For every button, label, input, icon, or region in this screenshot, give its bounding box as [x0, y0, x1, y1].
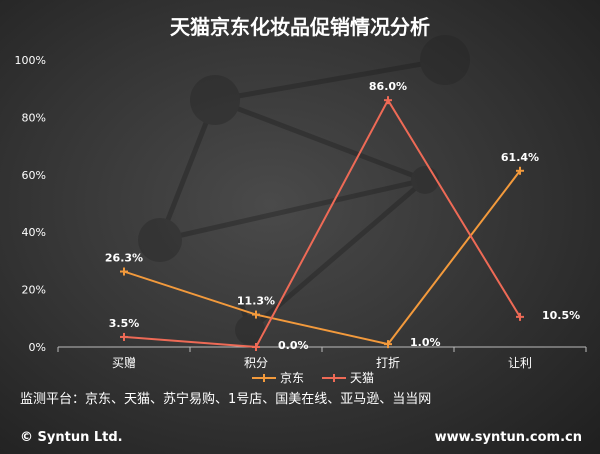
data-point-marker [384, 340, 392, 349]
y-tick-label: 80% [22, 111, 46, 124]
data-point-marker [384, 96, 392, 105]
footer-website: www.syntun.com.cn [435, 430, 582, 445]
series-layer: 26.3% 11.3% 1.0% 61.4% 3.5% 0.0% 86.0% 10.5% [105, 80, 580, 352]
x-category-label: 打折 [376, 355, 400, 370]
data-point-marker [252, 310, 260, 319]
series-line-2 [123, 98, 521, 349]
x-category-label: 让利 [508, 356, 532, 370]
y-axis: 0% 20% 40% 60% 80% 100% [15, 54, 46, 354]
data-label: 11.3% [237, 295, 275, 308]
data-label: 3.5% [109, 317, 140, 330]
y-tick-label: 20% [22, 284, 46, 297]
background-molecule-graphic [138, 35, 470, 345]
chart-title: 天猫京东化妆品促销情况分析 [170, 15, 430, 39]
data-label: 86.0% [369, 80, 407, 93]
data-point-marker [252, 343, 260, 351]
y-tick-label: 40% [22, 226, 46, 239]
x-axis: 买赠 积分 打折 让利 [57, 347, 587, 370]
y-tick-label: 100% [15, 54, 46, 67]
footer-copyright: © Syntun Ltd. [20, 430, 123, 445]
y-tick-label: 60% [22, 169, 46, 182]
monitoring-platforms-note: 监测平台：京东、天猫、苏宁易购、1号店、国美在线、亚马逊、当当网 [20, 391, 431, 407]
data-label: 10.5% [542, 309, 580, 322]
x-category-label: 积分 [244, 356, 268, 370]
data-label: 0.0% [278, 339, 309, 352]
data-label: 61.4% [501, 151, 539, 164]
series-line-1 [123, 170, 521, 346]
y-tick-label: 0% [29, 341, 46, 354]
data-point-marker [516, 312, 524, 321]
x-category-label: 买赠 [112, 356, 136, 370]
data-label: 1.0% [410, 336, 441, 349]
legend-entry-label: 京东 [280, 371, 304, 385]
data-point-marker [120, 332, 128, 341]
legend: 京东 天猫 [252, 371, 374, 385]
legend-entry-label: 天猫 [350, 371, 374, 385]
data-point-marker [120, 267, 128, 276]
data-point-marker [516, 166, 524, 175]
data-label: 26.3% [105, 252, 143, 265]
